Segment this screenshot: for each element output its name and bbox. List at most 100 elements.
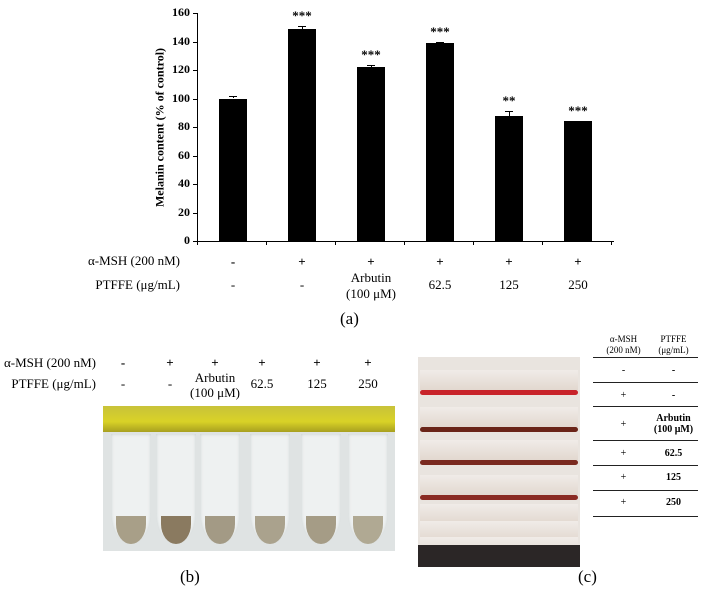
ptffe-cell-b: - bbox=[120, 376, 126, 391]
y-tick-label: 40 bbox=[178, 176, 190, 190]
ptffe-cell-b: 250 bbox=[358, 376, 378, 391]
ptffe-cell-b: 62.5 bbox=[250, 376, 274, 391]
y-tick-label: 120 bbox=[172, 62, 190, 76]
plate-medium bbox=[420, 390, 578, 395]
table-rule bbox=[593, 516, 698, 517]
table-cell-ptffe: 250 bbox=[666, 497, 681, 508]
table-rule bbox=[593, 357, 698, 358]
table-cell-msh: + bbox=[620, 497, 627, 508]
ptffe-cell: - bbox=[230, 277, 236, 292]
y-tick-label: 140 bbox=[172, 33, 190, 48]
row-label-ptffe-b: PTFFE (μg/mL) bbox=[11, 376, 96, 391]
msh-cell-b: + bbox=[258, 355, 266, 370]
table-cell-ptffe: - bbox=[671, 365, 676, 376]
msh-cell-b: + bbox=[364, 355, 372, 370]
plate-rim bbox=[420, 504, 578, 524]
msh-cell-b: + bbox=[166, 355, 174, 370]
header-msh: α-MSH (200 nM) bbox=[606, 334, 641, 355]
y-tick-mark bbox=[193, 184, 197, 185]
table-cell-msh: + bbox=[620, 390, 627, 401]
x-tick-mark bbox=[335, 241, 336, 245]
ptffe-cell: - bbox=[299, 277, 305, 292]
y-tick-mark bbox=[193, 13, 197, 14]
table-rule bbox=[593, 406, 698, 407]
y-tick-mark bbox=[193, 70, 197, 71]
plate-rim bbox=[420, 407, 578, 427]
tube-content bbox=[116, 516, 146, 544]
plate-medium bbox=[420, 427, 578, 432]
error-cap bbox=[298, 25, 306, 27]
table-rule bbox=[593, 440, 698, 441]
y-tick-label: 60 bbox=[178, 147, 190, 162]
error-bar bbox=[233, 96, 234, 99]
table-cell-ptffe: Arbutin (100 μM) bbox=[653, 413, 694, 435]
table-cell-ptffe: 62.5 bbox=[664, 448, 683, 459]
y-tick-label: 0 bbox=[184, 233, 190, 247]
caption-c: (c) bbox=[578, 567, 597, 586]
ptffe-cell: Arbutin bbox=[350, 270, 392, 285]
msh-cell: + bbox=[436, 254, 444, 269]
tube bbox=[301, 434, 341, 544]
error-cap bbox=[574, 120, 582, 122]
y-tick-mark bbox=[193, 155, 197, 157]
error-bar bbox=[371, 65, 372, 68]
ptffe-cell-b: 125 bbox=[307, 376, 327, 391]
y-tick-mark bbox=[193, 98, 197, 100]
bar bbox=[495, 115, 523, 241]
ptffe-cell: 250 bbox=[568, 277, 588, 292]
tube-content bbox=[255, 516, 285, 544]
table-cell-ptffe: - bbox=[671, 390, 676, 401]
x-tick-mark bbox=[197, 241, 198, 245]
plate-rim bbox=[420, 370, 578, 390]
plate-rim bbox=[420, 440, 578, 460]
header-ptffe: PTFFE (μg/mL) bbox=[658, 334, 689, 355]
tube-photo bbox=[103, 406, 395, 551]
x-tick-mark bbox=[404, 241, 405, 245]
x-tick-mark bbox=[473, 241, 474, 245]
tube-content bbox=[306, 516, 336, 544]
msh-cell-b: + bbox=[211, 355, 219, 370]
plate-stack-photo bbox=[418, 357, 580, 567]
ptffe-cell-b: - bbox=[167, 376, 173, 391]
msh-cell: + bbox=[574, 254, 582, 269]
x-tick-mark bbox=[266, 241, 267, 245]
error-bar bbox=[509, 111, 510, 116]
error-cap bbox=[367, 65, 375, 66]
msh-cell-b: + bbox=[313, 355, 321, 370]
tube bbox=[348, 434, 388, 544]
ptffe-cell: 125 bbox=[499, 277, 519, 292]
ptffe-cell-sub: (100 μM) bbox=[346, 286, 396, 301]
table-cell-ptffe: 125 bbox=[666, 472, 681, 483]
x-tick-mark bbox=[611, 241, 612, 245]
error-cap bbox=[229, 96, 237, 98]
caption-a: (a) bbox=[340, 309, 359, 328]
y-tick-mark bbox=[193, 212, 197, 214]
msh-cell: - bbox=[230, 254, 236, 269]
msh-cell: + bbox=[367, 254, 375, 269]
msh-cell-b: - bbox=[120, 355, 126, 370]
error-cap bbox=[436, 41, 444, 43]
x-tick-mark bbox=[542, 241, 543, 245]
table-cell-msh: + bbox=[620, 472, 627, 483]
error-cap bbox=[505, 111, 513, 113]
table-cell-msh: + bbox=[620, 448, 627, 459]
bar bbox=[564, 121, 592, 241]
caption-b: (b) bbox=[180, 567, 200, 586]
plate-rim bbox=[420, 475, 578, 495]
x-axis-line bbox=[197, 241, 614, 242]
msh-cell: + bbox=[298, 254, 306, 269]
table-cell-msh: - bbox=[621, 365, 626, 376]
bar bbox=[357, 67, 385, 241]
table-rule bbox=[593, 490, 698, 491]
y-tick-label: 100 bbox=[172, 90, 190, 105]
significance-marker: *** bbox=[430, 23, 450, 39]
tube bbox=[200, 434, 240, 544]
row-label-msh-b: α-MSH (200 nM) bbox=[3, 355, 96, 370]
y-tick-label: 80 bbox=[178, 119, 190, 133]
table-cell-msh: + bbox=[620, 419, 627, 430]
row-label-ptffe: PTFFE (μg/mL) bbox=[95, 277, 180, 292]
bar bbox=[219, 98, 247, 241]
plate-medium bbox=[420, 460, 578, 465]
ptffe-cell: 62.5 bbox=[428, 277, 452, 292]
y-tick-label: 20 bbox=[178, 204, 190, 219]
